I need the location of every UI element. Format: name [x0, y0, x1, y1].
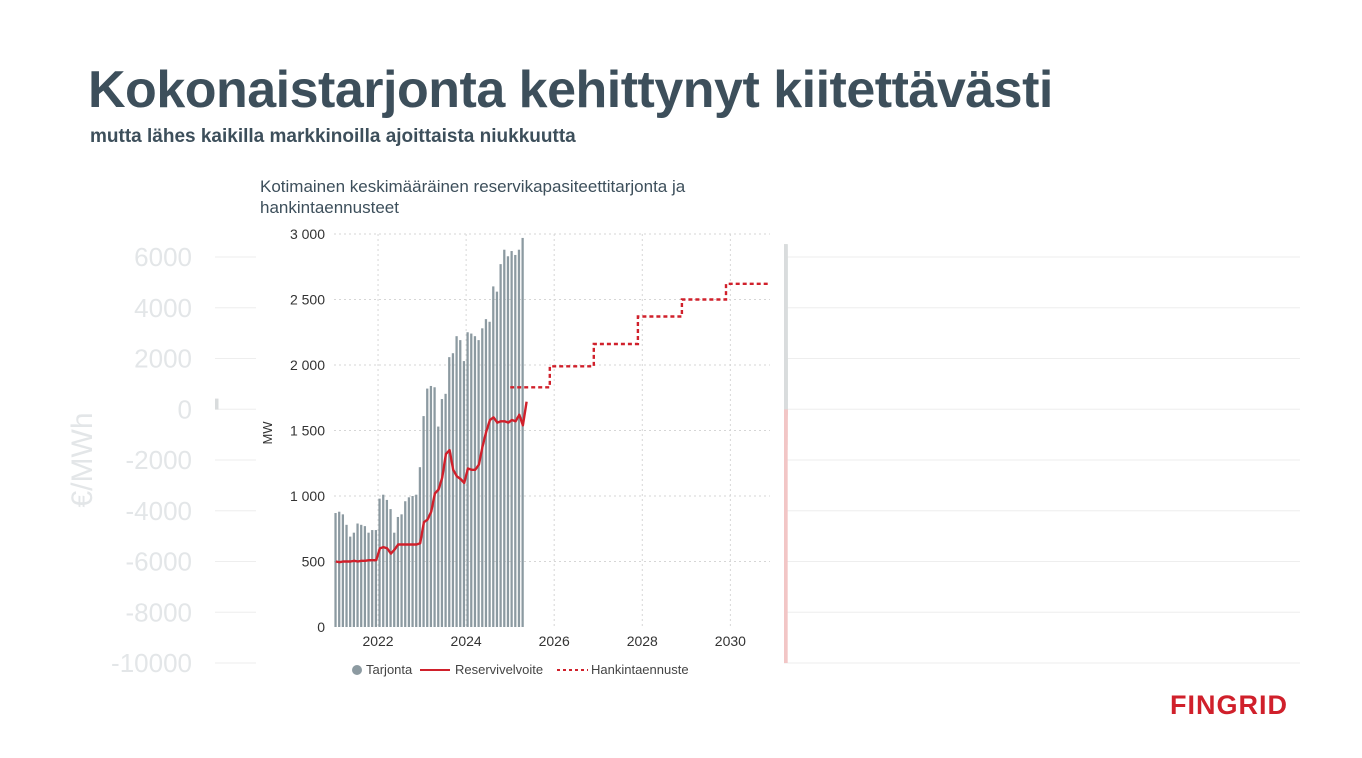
- supply-bar: [451, 353, 455, 627]
- supply-bar: [510, 251, 513, 627]
- supply-bar: [385, 499, 389, 627]
- legend-obligation-label: Reservivelvoite: [455, 662, 543, 677]
- supply-bar: [488, 321, 491, 627]
- supply-bar: [517, 249, 521, 627]
- supply-bar: [455, 336, 458, 627]
- supply-bar: [371, 530, 374, 627]
- supply-bar: [360, 524, 363, 627]
- supply-bar: [404, 501, 407, 627]
- supply-bar: [407, 497, 411, 627]
- x-tick-label: 2030: [715, 633, 746, 649]
- background-y-tick-label: -4000: [126, 496, 193, 526]
- supply-bar: [484, 319, 488, 627]
- procurement-forecast-line: [510, 282, 770, 389]
- supply-bar: [466, 332, 469, 627]
- supply-bar: [378, 498, 381, 627]
- supply-bar: [411, 496, 414, 627]
- supply-bar: [514, 254, 517, 627]
- background-price-bar: [783, 244, 788, 410]
- reserve-obligation-line: [335, 401, 528, 564]
- x-tick-label: 2026: [539, 633, 570, 649]
- supply-bar: [389, 509, 392, 627]
- x-tick-label: 2028: [627, 633, 658, 649]
- fingrid-logo: FINGRID: [1170, 690, 1288, 720]
- background-price-bar: [783, 409, 788, 663]
- supply-bar: [341, 514, 345, 627]
- chart-legend: Tarjonta Reservivelvoite Hankintaennuste: [352, 662, 689, 677]
- supply-bar: [349, 536, 352, 627]
- x-tick-label: 2022: [362, 633, 393, 649]
- page-subtitle: mutta lähes kaikilla markkinoilla ajoitt…: [90, 126, 576, 147]
- y-tick-label: 2 000: [290, 357, 325, 373]
- supply-bar: [506, 256, 510, 627]
- y-axis-label: MW: [260, 421, 275, 445]
- background-price-bar: [215, 404, 219, 410]
- supply-bar: [477, 340, 480, 627]
- background-price-bar: [783, 400, 788, 410]
- supply-bar: [393, 532, 396, 627]
- background-price-bar: [783, 409, 788, 445]
- supply-bar: [338, 511, 341, 627]
- supply-bar: [382, 494, 385, 627]
- y-tick-label: 500: [302, 554, 326, 570]
- legend-forecast-label: Hankintaennuste: [591, 662, 689, 677]
- supply-bar: [448, 357, 451, 627]
- background-y-tick-label: -2000: [126, 445, 193, 475]
- background-y-tick-label: -6000: [126, 547, 193, 577]
- background-y-axis-label: €/MWh: [66, 412, 99, 507]
- supply-bar: [437, 426, 440, 627]
- supply-bar: [352, 532, 356, 627]
- supply-bar: [363, 526, 367, 627]
- supply-bar: [499, 264, 502, 627]
- background-y-tick-label: 4000: [134, 293, 192, 323]
- background-y-tick-label: 6000: [134, 242, 192, 272]
- background-y-tick-label: -10000: [111, 648, 192, 678]
- supply-bar: [334, 513, 337, 627]
- y-tick-label: 1 500: [290, 423, 325, 439]
- y-tick-label: 2 500: [290, 292, 325, 308]
- supply-bar: [521, 237, 524, 627]
- supply-bar: [433, 387, 436, 627]
- supply-bar: [473, 336, 477, 627]
- supply-bar: [374, 530, 378, 627]
- supply-bar: [415, 494, 418, 627]
- supply-bar: [429, 385, 433, 627]
- supply-bar: [492, 286, 495, 627]
- page-title: Kokonaistarjonta kehittynyt kiitettäväst…: [88, 61, 1053, 119]
- supply-bar: [400, 514, 403, 627]
- x-tick-label: 2024: [451, 633, 482, 649]
- supply-bar: [495, 291, 499, 627]
- supply-bar: [396, 516, 400, 627]
- y-tick-label: 1 000: [290, 488, 325, 504]
- background-y-tick-label: 2000: [134, 344, 192, 374]
- legend-supply-label: Tarjonta: [366, 662, 413, 677]
- y-tick-label: 0: [317, 619, 325, 635]
- supply-bar: [345, 524, 348, 627]
- supply-bar: [426, 388, 429, 627]
- supply-bar: [459, 340, 462, 627]
- supply-bar: [481, 328, 484, 627]
- supply-bar: [470, 333, 473, 627]
- background-y-tick-label: 0: [178, 394, 192, 424]
- supply-bar: [444, 393, 447, 627]
- y-tick-label: 3 000: [290, 226, 325, 242]
- supply-bar: [356, 523, 359, 627]
- supply-bar: [367, 532, 370, 627]
- legend-supply-marker: [352, 665, 362, 675]
- supply-bar: [503, 249, 506, 627]
- supply-bar: [440, 399, 444, 627]
- supply-bar: [462, 361, 466, 627]
- supply-bar: [418, 467, 422, 627]
- background-y-tick-label: -8000: [126, 597, 193, 627]
- chart-title: Kotimainen keskimääräinen reservikapasit…: [260, 177, 686, 217]
